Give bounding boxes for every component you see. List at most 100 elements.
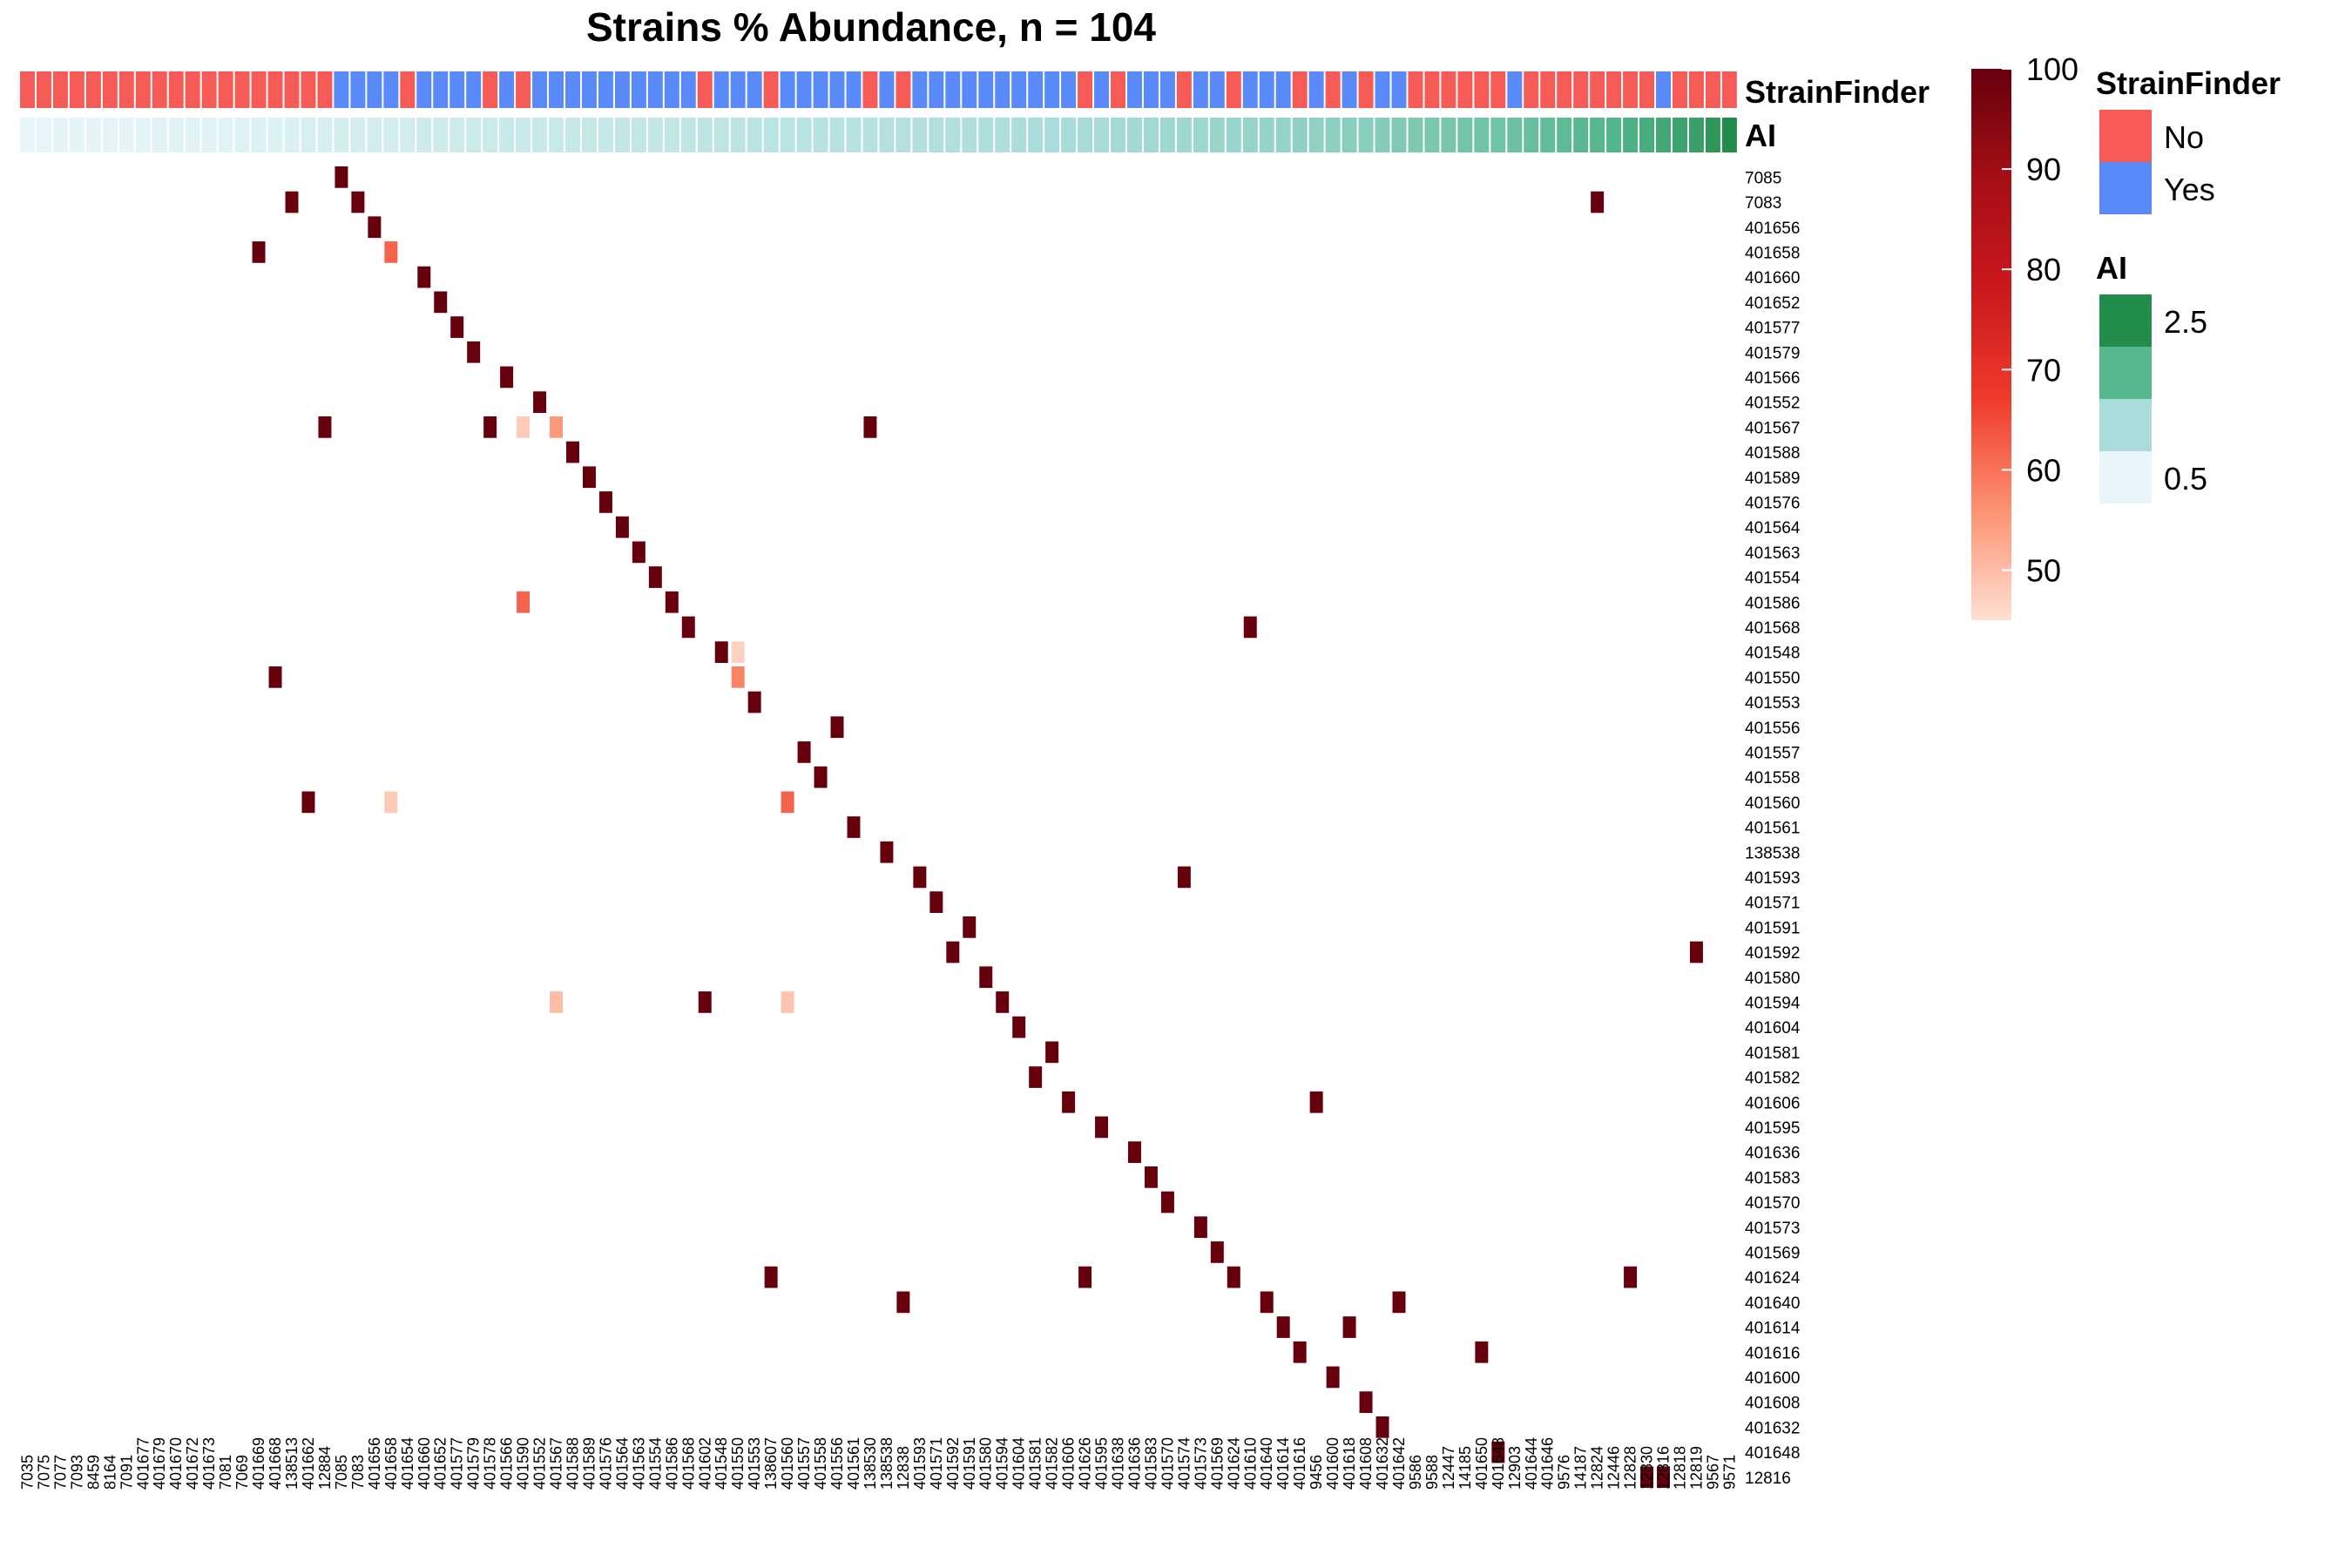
column-label: 401583 [1142, 1437, 1159, 1490]
heatmap-cell [517, 416, 531, 438]
column-label: 401677 [134, 1437, 152, 1490]
ai-cell-12819 [1688, 118, 1704, 152]
row-label: 12816 [1745, 1470, 1791, 1488]
heatmap-cell [483, 416, 497, 438]
ai-cell-401580 [978, 118, 994, 152]
column-label: 401679 [151, 1437, 168, 1490]
heatmap-cell [781, 791, 794, 814]
ai-cell-7077 [52, 118, 68, 152]
ai-cell-12447 [1441, 118, 1456, 152]
ai-cell-401557 [796, 118, 812, 152]
row-label: 401588 [1745, 444, 1800, 463]
row-label: 401561 [1745, 820, 1800, 838]
column-label: 401669 [250, 1437, 267, 1490]
ai-cell-401654 [400, 118, 416, 152]
column-label: 401640 [1258, 1437, 1275, 1490]
strainfinder-cell-401646 [1540, 71, 1556, 108]
column-label: 401648 [1490, 1437, 1507, 1490]
strainfinder-cell-401644 [1524, 71, 1539, 108]
strainfinder-cell-401672 [185, 71, 200, 108]
ai-cell-401552 [532, 118, 548, 152]
ai-legend-tick-high: 2.5 [2164, 304, 2207, 340]
strainfinder-cell-401589 [581, 71, 597, 108]
column-label: 7069 [233, 1455, 251, 1490]
strainfinder-cell-401673 [201, 71, 217, 108]
strainfinder-cell-12903 [1507, 71, 1523, 108]
ai-cell-401593 [912, 118, 928, 152]
row-label: 401576 [1745, 494, 1800, 512]
row-label: 401604 [1745, 1019, 1801, 1037]
ai-cell-401616 [1292, 118, 1308, 152]
strainfinder-cell-401568 [680, 71, 696, 108]
column-label: 401658 [382, 1437, 400, 1490]
heatmap-cell [517, 591, 531, 613]
strainfinder-cell-7075 [36, 71, 51, 108]
column-label: 14187 [1572, 1446, 1590, 1490]
strainfinder-cell-401624 [1226, 71, 1241, 108]
heatmap-cell [648, 566, 662, 588]
heatmap-cell [550, 991, 564, 1013]
colorbar-tick-label: 90 [2026, 152, 2061, 187]
column-label: 401563 [630, 1437, 647, 1490]
column-label: 9456 [1308, 1455, 1325, 1490]
heatmap-cell [880, 841, 894, 863]
heatmap-cell [1260, 1291, 1274, 1314]
column-label: 12816 [1655, 1446, 1673, 1490]
ai-cell-401561 [846, 118, 862, 152]
column-label: 401580 [977, 1437, 995, 1490]
strainfinder-cell-138530 [862, 71, 878, 108]
colorbar-tick-label: 100 [2026, 51, 2078, 87]
strainfinder-cell-12446 [1606, 71, 1622, 108]
column-label: 9571 [1720, 1455, 1738, 1490]
ai-cell-12816 [1656, 118, 1671, 152]
ai-cell-401556 [829, 118, 845, 152]
strainfinder-cell-7077 [52, 71, 68, 108]
heatmap-cell [1640, 1466, 1654, 1489]
column-label: 401579 [465, 1437, 483, 1490]
column-label: 9588 [1423, 1455, 1441, 1490]
ai-cell-401550 [730, 118, 746, 152]
ai-cell-401646 [1540, 118, 1556, 152]
ai-cell-9576 [1557, 118, 1572, 152]
ai-cell-401558 [813, 118, 828, 152]
column-label: 401556 [828, 1437, 846, 1490]
ai-swatch-2 [2099, 347, 2152, 399]
strainfinder-cell-401579 [466, 71, 482, 108]
column-label: 401644 [1523, 1437, 1540, 1490]
column-label: 401602 [696, 1437, 713, 1490]
heatmap-cell [747, 691, 761, 713]
ai-cell-401658 [383, 118, 399, 152]
strainfinder-cell-7085 [334, 71, 349, 108]
ai-legend-title: AI [2096, 250, 2127, 286]
column-label: 401646 [1539, 1437, 1557, 1490]
ai-cell-401588 [565, 118, 580, 152]
strainfinder-cell-401650 [1474, 71, 1490, 108]
strainfinder-cell-7035 [20, 71, 35, 108]
strainfinder-cell-401561 [846, 71, 862, 108]
column-label: 401604 [1010, 1437, 1028, 1490]
strainfinder-cell-12819 [1688, 71, 1704, 108]
heatmap-cell [550, 416, 564, 438]
heatmap-cell [847, 816, 861, 838]
column-label: 401642 [1390, 1437, 1408, 1490]
row-label: 401579 [1745, 344, 1800, 362]
heatmap-cell [368, 216, 382, 239]
legend-swatch-yes [2099, 162, 2152, 214]
heatmap-cell [698, 991, 712, 1013]
column-label: 401668 [267, 1437, 284, 1490]
ai-cell-401571 [929, 118, 944, 152]
strainfinder-cell-401656 [367, 71, 382, 108]
heatmap-cell [1160, 1191, 1174, 1213]
ai-cell-401638 [1111, 118, 1125, 152]
heatmap-cell [566, 441, 579, 463]
heatmap-cell [979, 966, 993, 989]
strainfinder-cell-401648 [1490, 71, 1506, 108]
column-label: 401571 [928, 1437, 945, 1490]
row-label: 401600 [1745, 1369, 1800, 1388]
strainfinder-legend-title: StrainFinder [2096, 65, 2281, 101]
row-label: 401594 [1745, 994, 1801, 1012]
ai-cell-7091 [118, 118, 134, 152]
column-label: 401576 [597, 1437, 614, 1490]
row-label: 401577 [1745, 320, 1800, 338]
column-label: 401662 [300, 1437, 317, 1490]
